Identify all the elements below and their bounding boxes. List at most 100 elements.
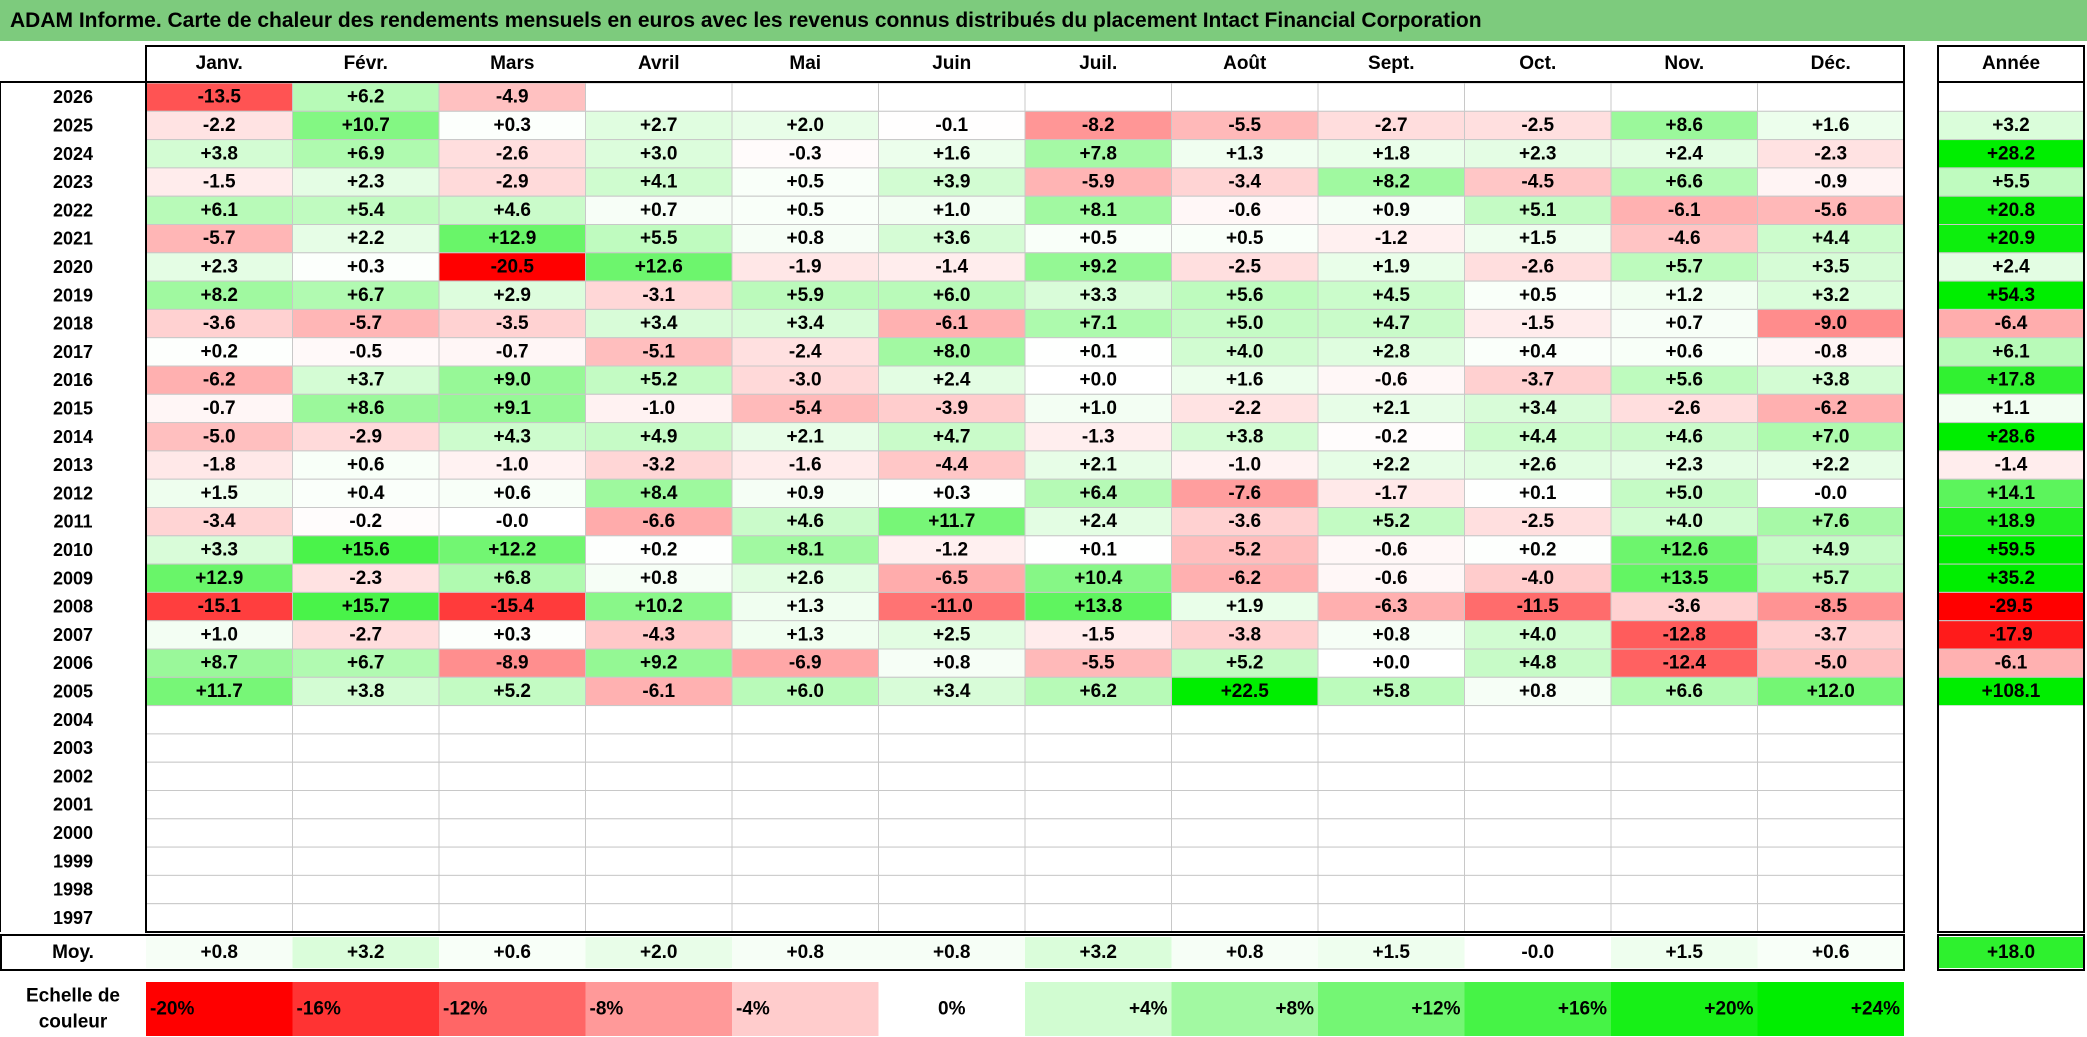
cell-value: +2.8 (1372, 341, 1410, 362)
cell-value: +10.4 (1074, 568, 1123, 589)
cell-value: +0.2 (1519, 539, 1557, 560)
color-scale-tick-label: -8% (590, 999, 624, 1020)
heatmap-cell (878, 591, 1026, 622)
cell-value: +1.3 (786, 624, 824, 645)
heatmap-cell (1171, 308, 1319, 339)
cell-value: +8.2 (1372, 172, 1410, 193)
heatmap-cell (1757, 507, 1905, 537)
annual-value: +3.2 (1992, 115, 2030, 136)
row-year-label: 2023 (53, 172, 93, 192)
cell-value: +6.6 (1665, 172, 1703, 193)
cell-value: -6.1 (935, 313, 968, 334)
heatmap-cell (145, 874, 293, 905)
heatmap-cell (1757, 846, 1905, 876)
heatmap-cell (438, 365, 586, 395)
cell-value: -2.7 (349, 624, 382, 645)
heatmap-cell (1171, 82, 1319, 112)
heatmap-cell (1610, 591, 1758, 622)
cell-value: -1.2 (1375, 228, 1408, 249)
cell-value: +2.6 (786, 568, 824, 589)
heatmap-cell (731, 308, 879, 339)
color-scale-tick-label: +20% (1704, 999, 1753, 1020)
cell-value: +5.8 (1372, 681, 1410, 702)
average-label: Moy. (52, 942, 94, 963)
row-year-label: 2002 (53, 766, 93, 786)
month-header: Nov. (1664, 53, 1704, 74)
cell-value: +13.5 (1660, 568, 1709, 589)
cell-value: +5.7 (1665, 256, 1703, 277)
heatmap-cell (1610, 365, 1758, 395)
average-annual-cell (1938, 937, 2084, 968)
heatmap-cell (731, 733, 879, 763)
cell-value: +7.0 (1812, 426, 1850, 447)
heatmap-cell (145, 676, 293, 707)
cell-value: -2.3 (349, 568, 382, 589)
average-cell (1757, 937, 1904, 968)
heatmap-cell (585, 478, 733, 509)
cell-value: -12.8 (1663, 624, 1706, 645)
month-header: Juin (932, 53, 971, 74)
annual-value: -1.4 (1995, 455, 2028, 476)
heatmap-cell (1757, 761, 1905, 792)
cell-value: +2.1 (1079, 455, 1117, 476)
cell-value: +1.0 (200, 624, 238, 645)
month-header: Juil. (1079, 53, 1117, 74)
heatmap-cell (1171, 790, 1319, 820)
heatmap-cell (585, 393, 733, 424)
heatmap-cell (1024, 82, 1172, 112)
heatmap-cell (1024, 846, 1172, 876)
heatmap-cell (1171, 167, 1319, 197)
cell-value: -2.6 (1521, 256, 1554, 277)
cell-value: +1.3 (786, 596, 824, 617)
heatmap-cell (438, 337, 586, 367)
cell-value: +4.0 (1665, 511, 1703, 532)
heatmap-cell (878, 337, 1026, 367)
cell-value: +0.0 (1372, 653, 1410, 674)
heatmap-cell (1464, 337, 1612, 367)
heatmap-cell (1757, 365, 1905, 395)
cell-value: -1.0 (642, 398, 675, 419)
cell-value: -2.4 (789, 341, 822, 362)
heatmap-cell (878, 365, 1026, 395)
cell-value: -15.1 (198, 596, 242, 617)
cell-value: +12.9 (488, 228, 536, 249)
cell-value: -1.0 (1228, 455, 1261, 476)
annual-value: +1.1 (1992, 398, 2030, 419)
cell-value: +3.4 (1519, 398, 1557, 419)
cell-value: +4.9 (1812, 539, 1850, 560)
cell-value: +0.6 (347, 455, 385, 476)
heatmap-cell (145, 591, 293, 622)
heatmap-cell (292, 874, 440, 905)
cell-value: -1.5 (203, 172, 236, 193)
heatmap-cell (1317, 761, 1465, 792)
heatmap-cell (1464, 705, 1612, 735)
chart-title: ADAM Informe. Carte de chaleur des rende… (0, 0, 2087, 41)
heatmap-cell (292, 224, 440, 254)
heatmap-cell (1757, 705, 1905, 735)
cell-value: +15.6 (342, 539, 390, 560)
row-year-label: 1999 (53, 851, 93, 871)
cell-value: -3.0 (789, 370, 822, 391)
cell-value: -8.2 (1082, 115, 1115, 136)
cell-value: -5.5 (1228, 115, 1261, 136)
heatmap-cell (1610, 280, 1758, 310)
heatmap-cell (585, 705, 733, 735)
heatmap-cell (878, 563, 1026, 593)
heatmap-cell (292, 733, 440, 763)
cell-value: +5.4 (347, 200, 385, 221)
row-year-label: 2005 (53, 681, 93, 701)
cell-value: +5.2 (1372, 511, 1410, 532)
cell-value: -1.3 (1082, 426, 1115, 447)
cell-value: +6.0 (786, 681, 824, 702)
cell-value: +4.6 (493, 200, 531, 221)
annual-cell (1937, 224, 2085, 254)
annual-value: +59.5 (1987, 539, 2036, 560)
heatmap-cell (1464, 846, 1612, 876)
heatmap-cell (1171, 676, 1319, 707)
heatmap-cell (1024, 790, 1172, 820)
heatmap-cell (145, 818, 293, 848)
heatmap-cell (438, 846, 586, 876)
heatmap-cell (731, 761, 879, 792)
heatmap-cell (1317, 818, 1465, 848)
cell-value: -3.7 (1521, 370, 1554, 391)
